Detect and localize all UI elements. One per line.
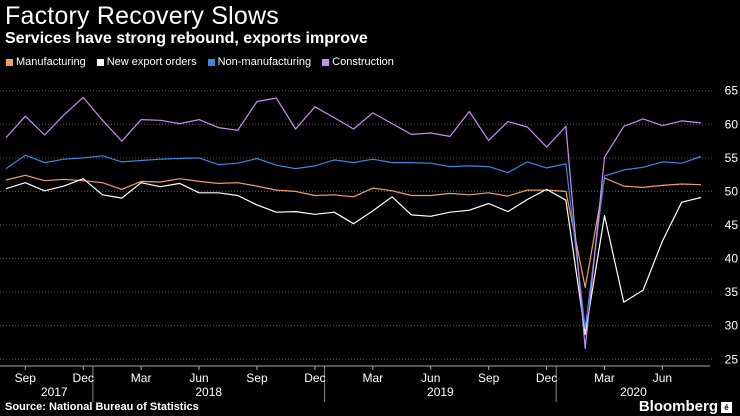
x-tick-label: Sep [478, 371, 500, 385]
x-tick-label: Sep [15, 371, 37, 385]
year-label: 2019 [427, 385, 454, 399]
y-tick-label: 35 [725, 285, 739, 299]
year-label: 2020 [620, 385, 647, 399]
grid-lines [0, 90, 712, 360]
legend-item: Manufacturing [6, 56, 86, 68]
y-tick-label: 60 [725, 117, 739, 131]
year-labels: 2017 2018 2019 2020 [41, 385, 647, 399]
series-line-construction [5, 96, 702, 350]
x-tick-label: Dec [73, 371, 94, 385]
legend-swatch [322, 58, 330, 66]
year-label: 2018 [195, 385, 222, 399]
y-tick-label: 25 [725, 352, 739, 366]
legend-item: Non-manufacturing [207, 56, 312, 68]
x-tick-label: Sep [246, 371, 268, 385]
x-tick-label: Dec [304, 371, 325, 385]
series-line-new-export-orders [5, 178, 702, 335]
legend-label: Construction [332, 56, 394, 68]
y-tick-label: 30 [725, 319, 739, 333]
legend-label: Non-manufacturing [217, 56, 312, 68]
brand-mark-icon: é [721, 402, 732, 413]
brand-logo: Bloomberg [638, 398, 718, 415]
source-note: Source: National Bureau of Statistics [5, 401, 199, 413]
legend-swatch [207, 58, 215, 66]
x-tick-label: Jun [421, 371, 440, 385]
x-tick-label: Mar [362, 371, 383, 385]
legend-swatch [6, 58, 13, 66]
y-axis-tick-labels: 25 30 35 40 45 50 55 60 65 [725, 84, 739, 367]
y-tick-label: 45 [725, 218, 739, 232]
legend-item: Construction [322, 56, 394, 68]
y-tick-label: 50 [725, 184, 739, 198]
x-tick-label: Dec [536, 371, 557, 385]
x-tick-label: Jun [653, 371, 672, 385]
x-tick-label: Mar [594, 371, 615, 385]
y-tick-label: 40 [725, 252, 739, 266]
y-tick-label: 65 [725, 84, 739, 98]
legend-swatch [96, 58, 104, 66]
year-label: 2017 [41, 385, 68, 399]
y-tick-label: 55 [725, 151, 739, 165]
legend-label: New export orders [106, 56, 197, 68]
legend-item: New export orders [96, 56, 197, 68]
x-axis-tick-labels: Sep Dec Mar Jun Sep Dec Mar Jun Sep Dec Mar Jun [15, 366, 672, 385]
series-line-non-manufacturing [5, 154, 702, 329]
legend: Manufacturing New export orders Non-manufa… [6, 56, 394, 68]
year-separators [92, 366, 557, 402]
series-line-manufacturing [5, 174, 702, 288]
x-tick-label: Jun [189, 371, 208, 385]
series-lines [5, 96, 702, 350]
legend-label: Manufacturing [16, 56, 86, 68]
chart-subtitle: Services have strong rebound, exports im… [5, 30, 368, 47]
x-tick-label: Mar [131, 371, 152, 385]
chart-title: Factory Recovery Slows [5, 2, 279, 30]
